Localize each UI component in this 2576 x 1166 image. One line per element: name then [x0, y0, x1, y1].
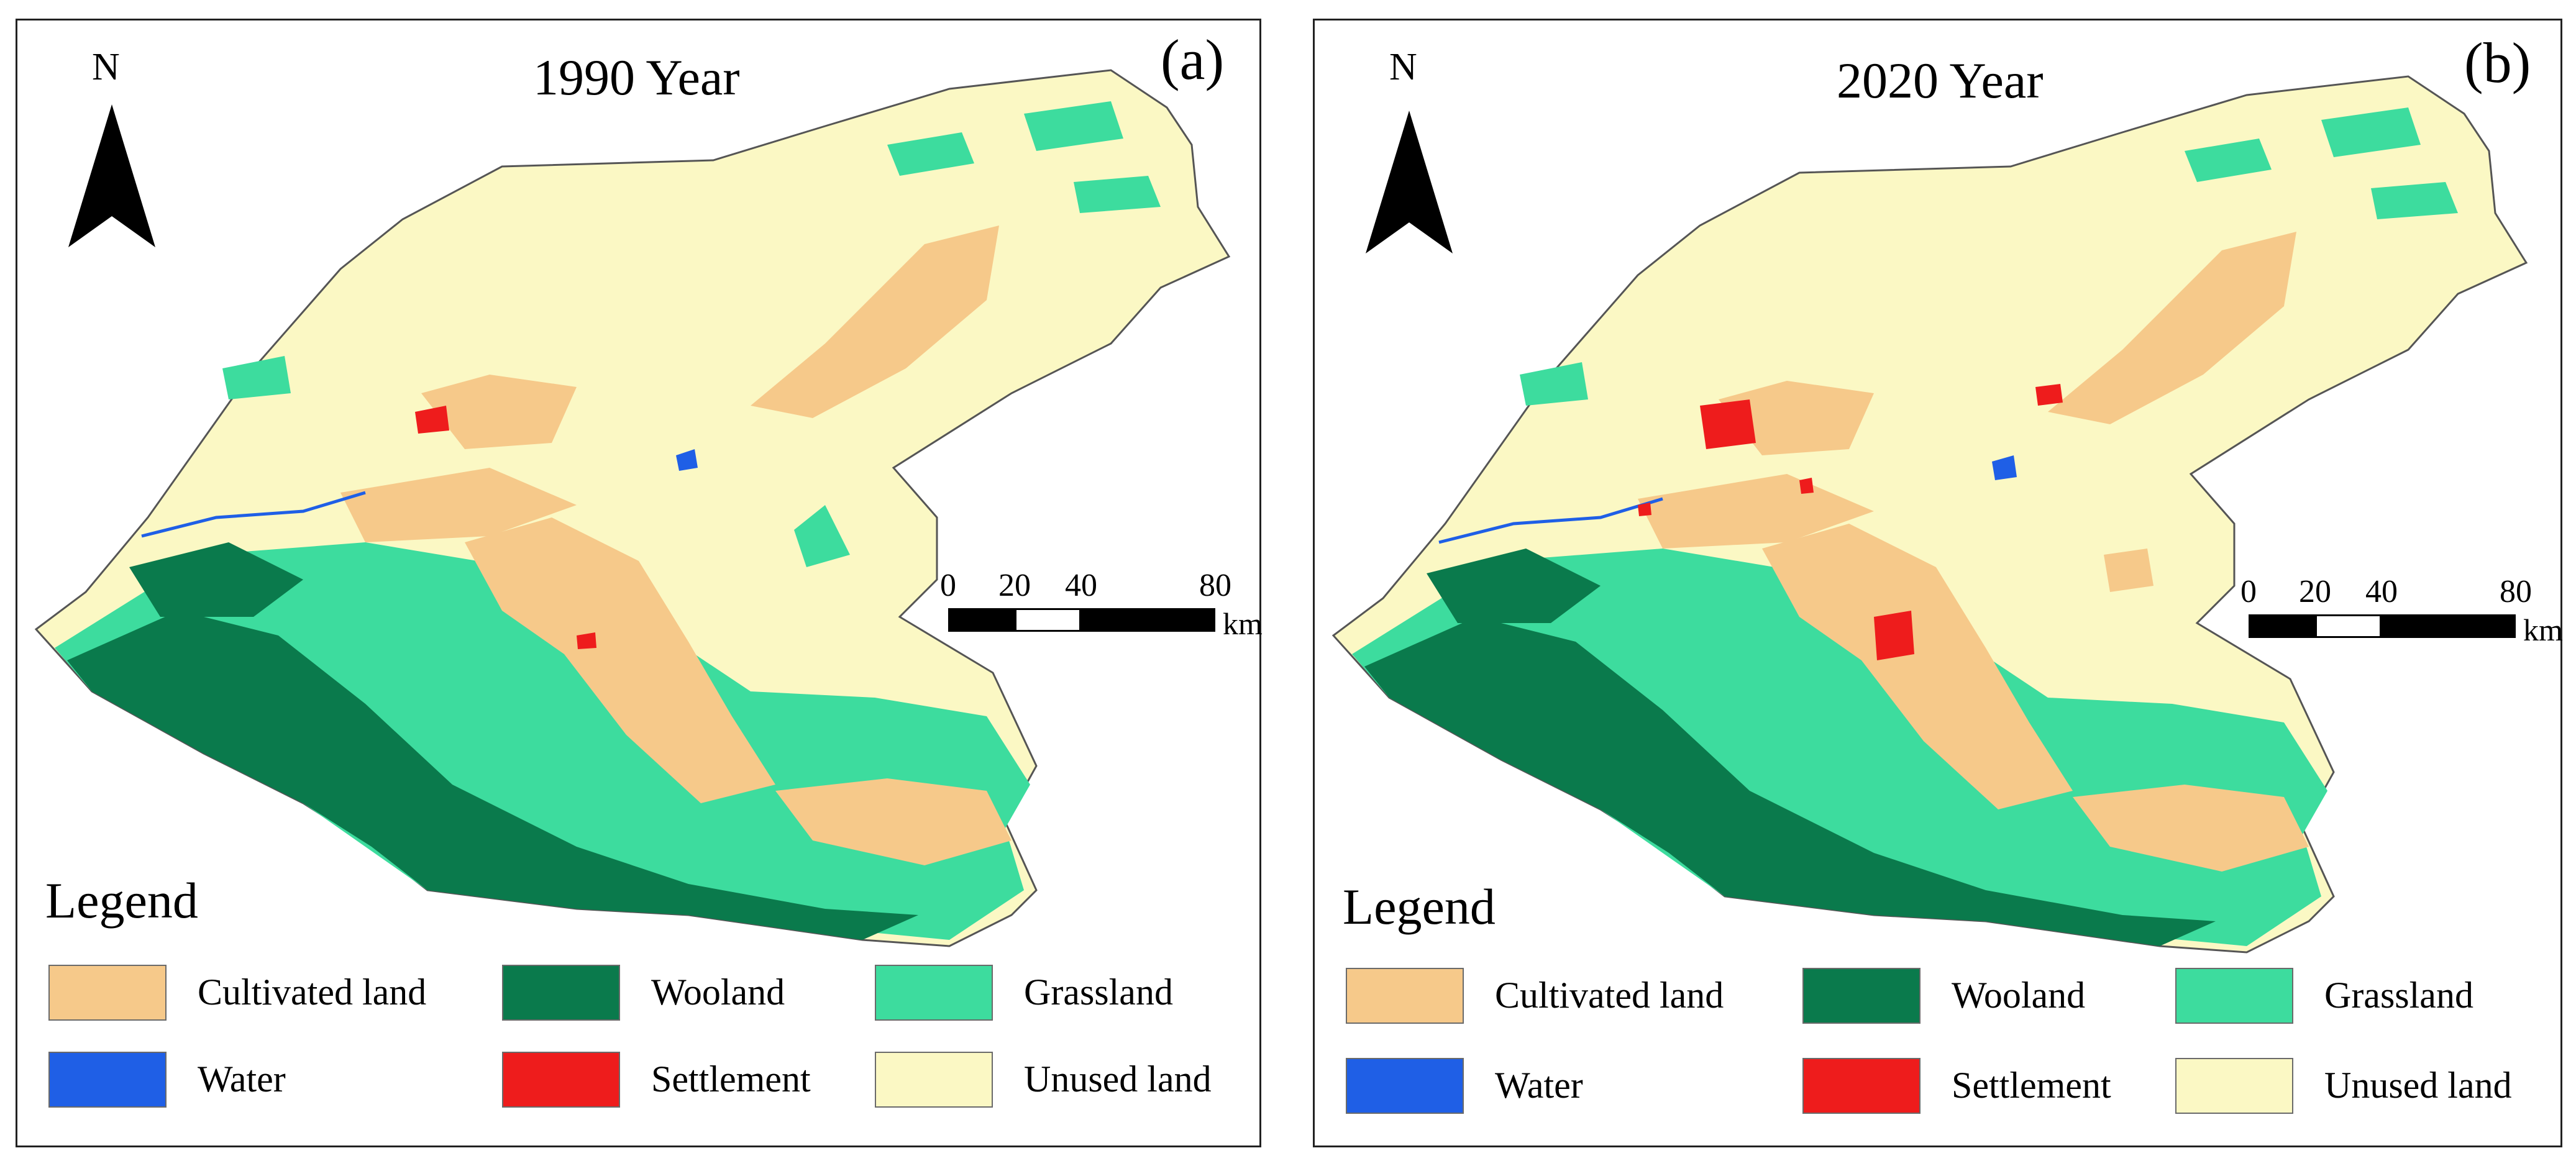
legend-title: Legend — [45, 872, 198, 929]
north-arrow-icon — [68, 104, 155, 247]
scale-unit: km — [2523, 613, 2563, 647]
legend-label: Unused land — [2324, 1065, 2512, 1106]
scale-label-80: 80 — [1199, 568, 1231, 603]
scale-bar: 0 20 40 80 km — [2225, 573, 2563, 648]
legend-label: Unused land — [1024, 1059, 1212, 1100]
legend-swatch — [502, 965, 620, 1021]
woodland-mountains — [1364, 617, 2216, 946]
scale-label-20: 20 — [998, 568, 1031, 603]
panel-tag: (a) — [1161, 28, 1225, 91]
scale-segment-black-long — [1081, 608, 1215, 632]
legend-label: Water — [198, 1059, 286, 1100]
cultivated-south — [2073, 785, 2309, 872]
north-label: N — [1389, 46, 1417, 88]
legend-swatch — [2175, 1058, 2293, 1114]
scale-label-20: 20 — [2299, 574, 2331, 609]
cultivated-northwest — [1719, 381, 1874, 455]
settlement-patches — [415, 406, 596, 649]
land-use-map-2020 — [1331, 75, 2528, 954]
north-label: N — [92, 46, 120, 88]
scale-bar: 0 20 40 80 km — [925, 567, 1263, 642]
scale-unit: km — [1223, 606, 1263, 641]
cultivated-central — [1762, 524, 2073, 809]
water-river — [141, 491, 366, 538]
scale-label-40: 40 — [1065, 568, 1097, 603]
cultivated-west — [1638, 474, 1874, 549]
grassland-south — [55, 542, 1030, 940]
legend-swatch — [1802, 1058, 1921, 1114]
legend-title: Legend — [1343, 878, 1496, 935]
legend-label: Settlement — [651, 1059, 811, 1100]
scale-segment-white — [2315, 614, 2382, 638]
cultivated-central — [465, 517, 775, 803]
water-river — [1438, 497, 1663, 544]
legend-label: Wooland — [1952, 975, 2086, 1016]
legend-label: Cultivated land — [198, 972, 427, 1013]
cultivated-east — [2104, 549, 2154, 592]
legend-swatch — [502, 1052, 620, 1108]
legend-swatch — [48, 1052, 167, 1108]
scale-label-0: 0 — [2240, 574, 2257, 609]
legend-swatch — [1346, 968, 1464, 1024]
panel-tag: (b) — [2464, 31, 2531, 94]
woodland-ridge — [129, 542, 303, 617]
cultivated-north — [751, 225, 999, 418]
scale-segment-black — [948, 608, 1015, 632]
legend-swatch — [1346, 1058, 1464, 1114]
scale-segment-white — [1015, 608, 1081, 632]
woodland-ridge — [1427, 549, 1601, 623]
legend-label: Grassland — [1024, 972, 1173, 1013]
map-panel-1990: N 1990 Year (a) 0 20 40 80 km Legend Cul… — [16, 19, 1263, 1147]
legend-label: Wooland — [651, 972, 785, 1013]
scale-segment-black-long — [2382, 614, 2516, 638]
legend-swatch — [1802, 968, 1921, 1024]
north-arrow-icon — [1366, 111, 1453, 253]
legend-label: Grassland — [2324, 975, 2473, 1016]
cultivated-south — [775, 778, 1012, 865]
legend-swatch — [875, 965, 993, 1021]
legend-swatch — [2175, 968, 2293, 1024]
map-panel-2020: N 2020 Year (b) 0 20 40 80 km Legend Cul… — [1313, 19, 2563, 1147]
legend-label: Settlement — [1952, 1065, 2111, 1106]
legend-label: Water — [1495, 1065, 1583, 1106]
grassland-patches-north — [1520, 107, 2458, 406]
legend-label: Cultivated land — [1495, 975, 1724, 1016]
scale-label-40: 40 — [2365, 574, 2398, 609]
land-use-map-1990 — [34, 69, 1231, 947]
scale-segment-black — [2249, 614, 2315, 638]
water-reservoir — [676, 449, 698, 471]
woodland-mountains — [67, 611, 918, 940]
panel-title: 2020 Year — [1837, 52, 2044, 109]
cultivated-west — [340, 468, 577, 542]
legend-swatch — [875, 1052, 993, 1108]
panel-title: 1990 Year — [533, 49, 740, 106]
scale-label-0: 0 — [940, 568, 956, 603]
scale-label-80: 80 — [2500, 574, 2532, 609]
water-reservoir — [1992, 455, 2017, 480]
cultivated-northwest — [421, 375, 577, 449]
grassland-south — [1352, 549, 2327, 946]
cultivated-north — [2048, 232, 2296, 424]
legend-swatch — [48, 965, 167, 1021]
